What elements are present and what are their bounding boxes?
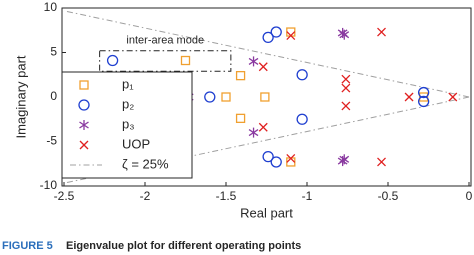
damping-line [63, 96, 470, 184]
marker-asterisk [339, 29, 350, 40]
x-tick-label: 0 [466, 189, 473, 203]
marker-square [235, 70, 246, 81]
marker-shape [286, 153, 296, 163]
marker-square [418, 92, 429, 102]
legend-label: p₁ [122, 76, 134, 91]
y-tick-label: 0 [50, 89, 57, 103]
marker-asterisk [248, 127, 259, 138]
marker-square [180, 55, 191, 66]
marker-circle [270, 156, 282, 168]
marker-x [404, 92, 414, 102]
marker-square [221, 92, 231, 102]
marker-shape [286, 31, 296, 41]
marker-shape [258, 62, 268, 72]
marker-circle [204, 91, 216, 103]
x-tick-label: -1 [302, 189, 313, 203]
y-axis-label: Imaginary part [13, 55, 28, 138]
marker-shape [221, 92, 231, 102]
marker-shape [262, 150, 274, 163]
annotation-box [99, 50, 232, 72]
marker-shape [79, 140, 89, 150]
x-tick-label: -2.5 [54, 189, 75, 203]
marker-square [260, 92, 270, 102]
legend-label: p₂ [122, 96, 134, 111]
marker-x [286, 31, 296, 41]
marker-shape [78, 99, 90, 111]
marker-shape [204, 91, 216, 103]
marker-circle [78, 99, 90, 111]
marker-shape [417, 86, 430, 99]
marker-shape [448, 92, 458, 102]
marker-shape [262, 31, 274, 44]
marker-shape [235, 70, 246, 81]
marker-asterisk [248, 56, 259, 67]
marker-shape [79, 80, 89, 90]
marker-shape [341, 74, 351, 84]
marker-circle [417, 86, 430, 99]
marker-x [341, 74, 351, 84]
x-tick-label: -2 [140, 189, 151, 203]
marker-x [286, 153, 296, 163]
marker-square [79, 80, 89, 90]
marker-x [448, 92, 458, 102]
marker-x [79, 140, 89, 150]
marker-shape [417, 95, 430, 108]
damping-line [63, 10, 470, 98]
y-tick-label: 5 [50, 45, 57, 59]
marker-shape [180, 55, 191, 66]
marker-circle [270, 26, 282, 38]
marker-square [235, 113, 246, 124]
marker-shape [339, 31, 350, 39]
marker-shape [270, 156, 282, 168]
marker-shape [106, 54, 119, 67]
legend-label: ζ = 25% [122, 156, 169, 171]
y-tick-label: -10 [40, 178, 58, 192]
marker-shape [377, 157, 386, 167]
marker-x [258, 122, 268, 132]
marker-shape [339, 155, 350, 163]
marker-shape [296, 113, 308, 125]
marker-shape [404, 92, 414, 102]
marker-shape [377, 27, 386, 37]
marker-shape [260, 92, 270, 102]
x-axis-label: Real part [240, 205, 293, 220]
marker-asterisk [339, 154, 350, 165]
marker-circle [262, 150, 274, 163]
marker-circle [296, 113, 308, 125]
y-tick-label: 10 [44, 0, 58, 14]
x-tick-label: -0.5 [378, 189, 399, 203]
marker-shape [296, 69, 308, 81]
marker-shape [341, 83, 351, 93]
marker-x [341, 83, 351, 93]
y-tick-label: -5 [46, 134, 57, 148]
marker-circle [262, 31, 274, 44]
marker-shape [270, 26, 282, 38]
marker-shape [248, 57, 259, 65]
marker-x [341, 101, 351, 111]
marker-shape [235, 113, 246, 124]
caption-label: FIGURE 5 [2, 240, 53, 252]
marker-shape [248, 129, 259, 137]
x-tick-label: -1.5 [216, 189, 237, 203]
marker-circle [296, 69, 308, 81]
marker-shape [341, 101, 351, 111]
marker-x [377, 157, 386, 167]
marker-circle [417, 95, 430, 108]
annotation-text: inter-area mode [126, 35, 204, 47]
marker-asterisk [79, 120, 89, 130]
legend-label: p₃ [122, 116, 135, 131]
caption-text: Eigenvalue plot for different operating … [66, 240, 301, 252]
marker-shape [258, 122, 268, 132]
marker-circle [106, 54, 119, 67]
marker-shape [79, 121, 89, 129]
marker-x [377, 27, 386, 37]
marker-shape [418, 92, 429, 102]
marker-x [258, 62, 268, 72]
legend-label: UOP [122, 136, 150, 151]
